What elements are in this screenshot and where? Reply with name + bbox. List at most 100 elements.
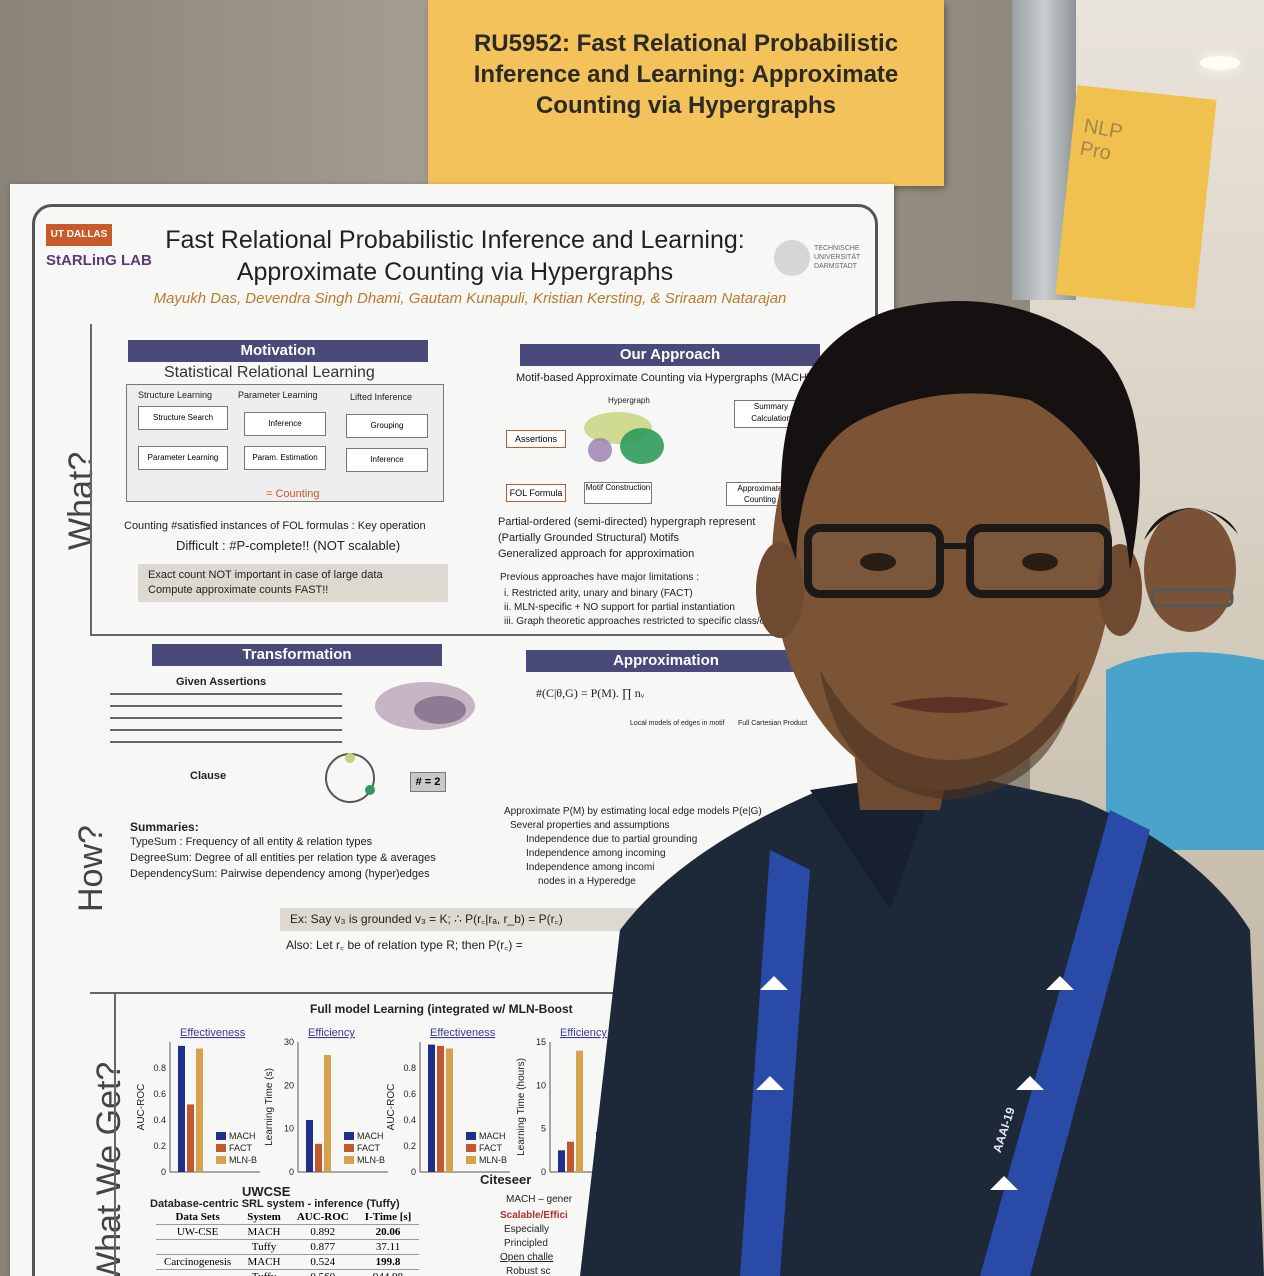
chart-3-ytick-3: 15 [536, 1037, 546, 1047]
divider-how [90, 992, 880, 994]
table-cell: 0.560 [288, 1269, 357, 1276]
chart-2-legend-label-0: MACH [479, 1131, 506, 1141]
local-models-label: Local models of edges in motif [630, 720, 725, 727]
chart-2-legend-swatch-2 [466, 1156, 476, 1164]
estimate-line: Approximate P(M) by estimating local edg… [504, 806, 762, 817]
chart-2-ytick-1: 0.2 [403, 1141, 416, 1151]
scalable-label: Scalable/Effici [500, 1210, 568, 1221]
divider-left-what [90, 324, 92, 634]
node-fol-formula: FOL Formula [506, 484, 566, 502]
scalable-bullet-2: Principled [504, 1238, 548, 1249]
table-header-row: Data Sets System AUC-ROC I-Time [s] [156, 1210, 420, 1225]
chart-0-ylabel: AUC-ROC [136, 1084, 147, 1131]
chart-1-bar-mach [306, 1120, 313, 1172]
table-col-3: I-Time [s] [356, 1210, 420, 1225]
chart-2-bar-fact [437, 1045, 444, 1172]
hypergraph-illustration [375, 682, 475, 730]
clause-label: Clause [190, 770, 227, 782]
chart-0-bar-fact [187, 1104, 194, 1172]
motivation-subtitle: Statistical Relational Learning [164, 364, 375, 381]
chart-1-legend-label-0: MACH [357, 1131, 384, 1141]
counting-line: Counting #satisfied instances of FOL for… [124, 520, 426, 532]
example-line-2: Also: Let r꜀ be of relation type R; then… [286, 938, 523, 952]
chart-2-ytick-4: 0.8 [403, 1063, 416, 1073]
table-col-0: Data Sets [156, 1210, 240, 1225]
mach-description: MACH – gener [506, 1194, 573, 1205]
given-assertions-label: Given Assertions [176, 676, 267, 688]
table-header: Database-centric SRL system - inference … [150, 1198, 400, 1210]
poster-id-sign: RU5952: Fast Relational Probabilistic In… [428, 0, 944, 186]
chart-3-ytick-1: 5 [541, 1124, 546, 1134]
table-cell: Carcinogenesis [156, 1254, 240, 1270]
node-assertions: Assertions [506, 430, 566, 448]
assumption-2: Independence among incoming [526, 848, 666, 859]
chart-0-ytick-2: 0.4 [153, 1115, 166, 1125]
table-cell: Tuffy [239, 1239, 289, 1255]
summaries-header: Summaries: [130, 820, 199, 834]
assertions-list [110, 693, 342, 743]
srl-cell-3: Inference [244, 412, 326, 436]
chart-3-title: Efficiency [560, 1027, 607, 1039]
results-table: Data Sets System AUC-ROC I-Time [s] UW-CSE MA… [156, 1210, 420, 1276]
sticky-note-text: NLP Pro [1078, 115, 1125, 165]
srl-col-parameter: Parameter Learning [238, 390, 318, 400]
summary-dependency: DependencySum: Pairwise dependency among… [130, 868, 430, 880]
chart-0-legend-label-0: MACH [229, 1131, 256, 1141]
dataset-label-uwcse: UWCSE [242, 1184, 291, 1199]
prev-3: iii. Graph theoretic approaches restrict… [504, 616, 780, 627]
divider-what [90, 634, 880, 636]
srl-cell-4: Param. Estimation [244, 446, 326, 470]
poster-authors: Mayukh Das, Devendra Singh Dhami, Gautam… [153, 290, 787, 307]
chart-1-ylabel: Learning Time (s) [264, 1068, 275, 1146]
assumption-1: Independence due to partial grounding [526, 834, 698, 845]
table-cell: MACH [239, 1224, 289, 1240]
summary-degree: DegreeSum: Degree of all entities per re… [130, 852, 436, 864]
chart-3-bar-mach [558, 1150, 565, 1172]
chart-1-ytick-0: 0 [289, 1167, 294, 1177]
approximation-formula: #(C|θ,G) = P(M). ∏ nᵥ [536, 686, 645, 700]
results-header: Full model Learning (integrated w/ MLN-B… [310, 1002, 573, 1016]
poster-title: Fast Relational Probabilistic Inference … [165, 226, 745, 286]
table-col-1: System [239, 1210, 289, 1225]
dataset-label-citeseer: Citeseer [480, 1172, 532, 1187]
chart-0-ytick-3: 0.6 [153, 1089, 166, 1099]
chart-1-title: Efficiency [308, 1027, 355, 1039]
chart-1-bar-fact [315, 1143, 322, 1172]
poster-id-text: RU5952: Fast Relational Probabilistic In… [473, 30, 899, 119]
prev-2: ii. MLN-specific + NO support for partia… [504, 602, 735, 613]
starling-lab-logo: StARLinG LAB [46, 252, 152, 269]
chart-0-legend-label-1: FACT [229, 1143, 253, 1153]
chart-2-legend-swatch-0 [466, 1132, 476, 1140]
open-challenges: Open challe [500, 1252, 554, 1263]
chart-0-bar-mln-b [196, 1048, 203, 1172]
table-cell: 20.06 [356, 1224, 420, 1240]
table-cell: 37.11 [356, 1239, 420, 1255]
chart-2-ytick-2: 0.4 [403, 1115, 416, 1125]
chart-2-legend-swatch-1 [466, 1144, 476, 1152]
assumptions-header: Several properties and assumptions [510, 820, 670, 831]
table-cell: Tuffy [239, 1269, 289, 1276]
chart-2-bar-mach [428, 1044, 435, 1172]
chart-2-bar-mln-b [446, 1048, 453, 1172]
chart-1-legend-swatch-2 [344, 1156, 354, 1164]
srl-col-lifted: Lifted Inference [350, 392, 413, 402]
transformation-header: Transformation [152, 644, 442, 666]
side-label-what: What? [62, 451, 100, 550]
chart-1-ytick-3: 30 [284, 1037, 294, 1047]
chart-2-legend-label-1: FACT [479, 1143, 503, 1153]
prev-header: Previous approaches have major limitatio… [500, 572, 699, 583]
node-hypergraph: Hypergraph [608, 396, 650, 405]
chart-1-ytick-2: 20 [284, 1080, 294, 1090]
tu-darmstadt-label: TECHNISCHE UNIVERSITÄT DARMSTADT [814, 245, 861, 270]
approach-bullet-2: (Partially Grounded Structural) Motifs [498, 532, 679, 544]
chart-3-ylabel: Learning Time (hours) [516, 1058, 527, 1156]
chart-0-ytick-0: 0 [161, 1167, 166, 1177]
approach-header: Our Approach [520, 344, 820, 366]
chart-2-ytick-0: 0 [411, 1167, 416, 1177]
srl-cell-1: Structure Search [138, 406, 228, 430]
table-col-2: AUC-ROC [288, 1210, 357, 1225]
assumption-3: Independence among incomi [526, 862, 655, 873]
srl-diagram [126, 384, 444, 502]
prev-1: i. Restricted arity, unary and binary (F… [504, 588, 693, 599]
table-cell: 0.892 [288, 1224, 357, 1240]
